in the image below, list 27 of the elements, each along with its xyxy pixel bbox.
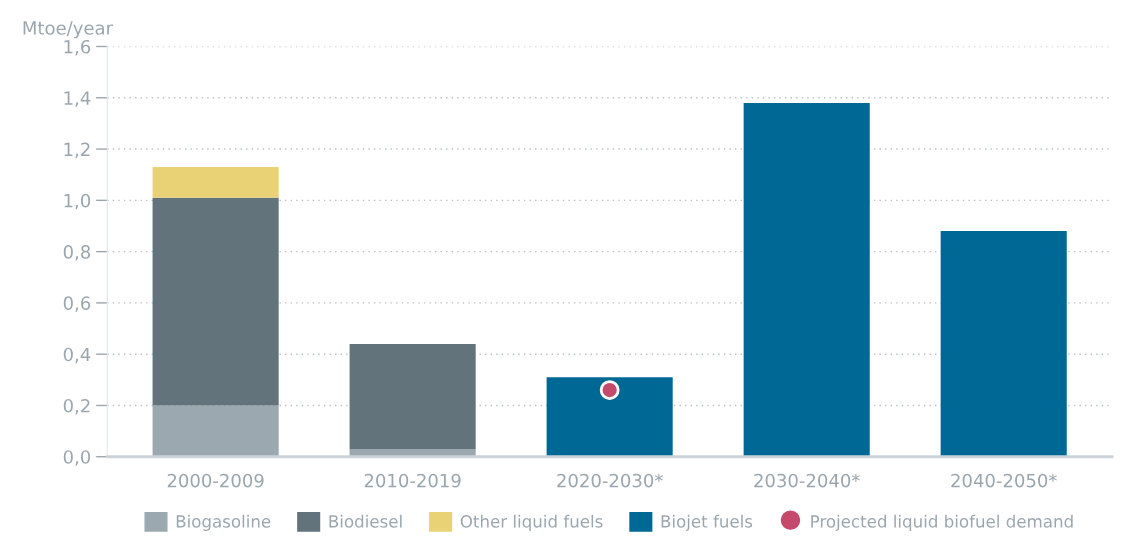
x-tick-label: 2040-2050* xyxy=(951,473,1057,488)
x-tick-label: 2020-2030* xyxy=(557,473,663,488)
bar xyxy=(152,405,279,457)
bar xyxy=(546,377,673,457)
x-tick-label: 2000-2009 xyxy=(167,473,264,488)
legend-label: Projected liquid biofuel demand xyxy=(811,514,1073,531)
legend-label: Other liquid fuels xyxy=(460,514,603,531)
y-tick-label: 0,0 xyxy=(63,450,91,466)
y-tick-label: 1,4 xyxy=(64,91,91,107)
bar xyxy=(743,102,870,457)
y-tick-label: 0,2 xyxy=(63,398,90,415)
bar xyxy=(152,167,279,198)
y-tick-label: 1,0 xyxy=(64,193,91,210)
legend-label: Biogasoline xyxy=(176,514,271,531)
bar xyxy=(940,231,1067,457)
y-tick-label: 0,4 xyxy=(63,347,91,364)
x-tick-label: 2030-2040* xyxy=(754,473,860,488)
legend-label: Biodiesel xyxy=(329,514,402,528)
bar xyxy=(152,197,279,406)
x-tick-label: 2010-2019 xyxy=(364,473,461,488)
y-axis-title: Mtoe/year xyxy=(23,21,114,39)
legend-label: Biojet fuels xyxy=(661,514,753,531)
y-tick-label: 1,6 xyxy=(64,39,91,56)
y-tick-label: 0,6 xyxy=(63,296,91,312)
y-tick-label: 0,8 xyxy=(63,245,91,261)
y-tick-label: 1,2 xyxy=(64,142,90,159)
bar xyxy=(349,343,476,450)
